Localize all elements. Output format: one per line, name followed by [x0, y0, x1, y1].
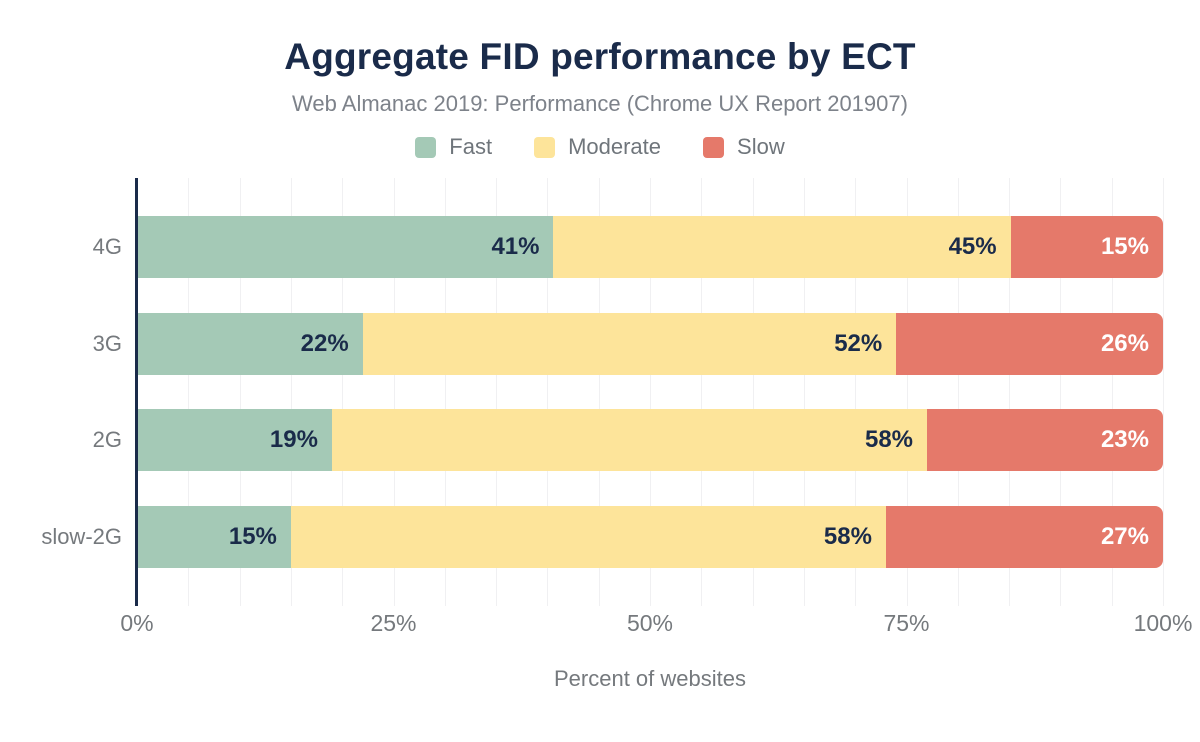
x-axis-ticks: 0% 25% 50% 75% 100%: [120, 610, 1192, 640]
x-axis-title: Percent of websites: [554, 666, 746, 691]
category-label: 2G: [92, 427, 122, 453]
bar-segment-fast[interactable]: 22%: [137, 312, 363, 375]
grid-layer: [137, 178, 1164, 606]
legend-label: Fast: [449, 134, 493, 159]
bar-segment-fast[interactable]: 19%: [137, 409, 332, 472]
legend-label: Slow: [737, 134, 785, 159]
gridline: [1111, 178, 1113, 606]
legend-item-moderate[interactable]: Moderate: [534, 134, 661, 160]
bar-segment-slow[interactable]: 23%: [927, 409, 1163, 472]
category-label: 4G: [92, 234, 122, 259]
bar-segment-slow[interactable]: 26%: [896, 312, 1163, 375]
gridline: [290, 178, 292, 606]
gridline: [342, 178, 344, 606]
bar-segment-slow[interactable]: 15%: [1010, 216, 1163, 278]
chart-title: Aggregate FID performance by ECT: [284, 36, 916, 77]
gridline: [906, 178, 908, 606]
gridline: [701, 178, 703, 606]
category-label: 3G: [92, 330, 122, 356]
gridline: [1163, 178, 1164, 606]
legend-swatch-icon: [534, 136, 556, 158]
bar-segment-slow[interactable]: 27%: [885, 505, 1163, 568]
bar-rows: 4G 41% 45% 15% 3G 22% 52% 26% 2G 19% 58% 23% slow-2G…: [41, 178, 1163, 598]
bar-segment-moderate[interactable]: 58%: [290, 505, 886, 568]
legend-swatch-icon: [415, 136, 437, 158]
gridline: [957, 178, 959, 606]
gridline: [752, 178, 754, 606]
x-tick-label: 25%: [370, 610, 417, 636]
stacked-bar: 15% 58% 27%: [137, 505, 1163, 568]
x-tick-label: 100%: [1133, 610, 1193, 636]
gridline: [496, 178, 498, 606]
plot-area: 4G 41% 45% 15% 3G 22% 52% 26% 2G 19% 58% 23% slow-2G…: [41, 178, 1164, 606]
gridline: [855, 178, 857, 606]
x-tick-label: 50%: [626, 610, 674, 636]
legend-item-fast[interactable]: Fast: [415, 134, 492, 160]
x-tick-label: 75%: [883, 610, 930, 636]
gridline: [650, 178, 651, 606]
bar-segment-fast[interactable]: 15%: [137, 505, 291, 568]
gridline: [393, 178, 395, 606]
stacked-bar: 41% 45% 15%: [137, 216, 1163, 278]
legend-swatch-icon: [703, 136, 725, 158]
bar-row-slow-2G: slow-2G 15% 58% 27%: [41, 505, 1163, 568]
legend: Fast Moderate Slow: [0, 134, 1200, 160]
bar-row-2G: 2G 19% 58% 23%: [93, 409, 1163, 472]
x-tick-label: 0%: [120, 610, 154, 636]
gridline: [239, 178, 241, 606]
stacked-bar: 19% 58% 23%: [137, 409, 1163, 472]
y-axis-line: [135, 178, 138, 606]
chart-subtitle: Web Almanac 2019: Performance (Chrome UX…: [292, 91, 908, 116]
bar-segment-fast[interactable]: 41%: [137, 216, 554, 278]
gridline: [1060, 178, 1062, 606]
legend-item-slow[interactable]: Slow: [703, 134, 785, 160]
gridline: [444, 178, 446, 606]
bar-row-4G: 4G 41% 45% 15%: [93, 216, 1163, 278]
gridline: [1009, 178, 1011, 606]
gridline: [803, 178, 805, 606]
gridline: [188, 178, 190, 606]
bar-segment-moderate[interactable]: 58%: [331, 409, 928, 472]
category-label: slow-2G: [41, 523, 122, 549]
legend-label: Moderate: [568, 134, 662, 159]
stacked-bar: 22% 52% 26%: [137, 312, 1163, 375]
gridline: [547, 178, 549, 606]
bar-row-3G: 3G 22% 52% 26%: [93, 312, 1163, 375]
gridline: [598, 178, 600, 606]
bar-segment-moderate[interactable]: 52%: [362, 312, 897, 375]
bar-segment-moderate[interactable]: 45%: [553, 216, 1011, 278]
